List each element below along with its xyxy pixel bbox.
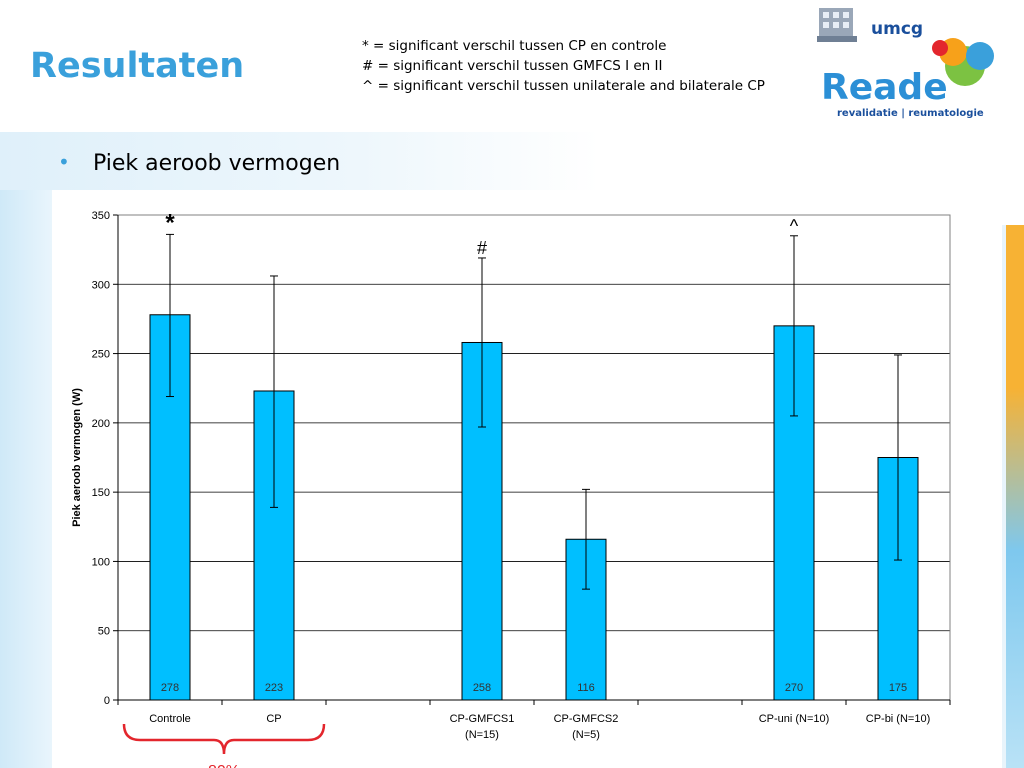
data-label: 258 xyxy=(473,682,491,694)
category-label: (N=15) xyxy=(465,729,499,741)
brace-bracket xyxy=(122,723,326,755)
significance-legend: * = significant verschil tussen CP en co… xyxy=(362,36,765,96)
y-tick-label: 200 xyxy=(92,418,110,430)
y-tick-label: 350 xyxy=(92,210,110,222)
significance-annotation: # xyxy=(477,238,487,258)
y-axis-title: Piek aeroob vermogen (W) xyxy=(71,388,83,527)
y-tick-label: 100 xyxy=(92,556,110,568)
y-tick-label: 300 xyxy=(92,279,110,291)
right-decoration-inner xyxy=(1002,225,1006,768)
page-title: Resultaten xyxy=(30,46,245,86)
y-tick-label: 0 xyxy=(104,695,110,707)
significance-annotation: ^ xyxy=(790,216,799,236)
category-label: (N=5) xyxy=(572,729,600,741)
significance-annotation: * xyxy=(165,209,175,236)
data-label: 116 xyxy=(577,682,595,694)
logo-reade-text: Reade xyxy=(821,67,948,108)
category-label: CP-uni (N=10) xyxy=(759,713,830,725)
legend-note: ^ = significant verschil tussen unilater… xyxy=(362,78,765,94)
header-band xyxy=(0,132,600,190)
category-label: CP-GMFCS2 xyxy=(554,713,619,725)
data-label: 270 xyxy=(785,682,803,694)
category-label: CP xyxy=(266,713,281,725)
bar xyxy=(149,314,191,701)
left-decoration xyxy=(0,190,52,768)
category-label: CP-GMFCS1 xyxy=(450,713,515,725)
logo-umcg-text: umcg xyxy=(871,19,923,39)
y-tick-label: 150 xyxy=(92,487,110,499)
data-label: 175 xyxy=(889,682,907,694)
right-decoration xyxy=(1006,225,1024,768)
bullet-text: Piek aeroob vermogen xyxy=(93,151,341,176)
logo: umcg Reade revalidatie | reumatologie xyxy=(817,8,994,119)
bar-chart: 0 50 100 150 200 250 300 350 278 Controle 223 CP 258… xyxy=(52,190,1002,768)
y-tick-label: 250 xyxy=(92,349,110,361)
legend-note: * = significant verschil tussen CP en co… xyxy=(362,38,667,54)
data-label: 278 xyxy=(161,682,179,694)
logo-sub-text: revalidatie | reumatologie xyxy=(837,108,984,119)
y-tick-label: 50 xyxy=(98,626,110,638)
category-label: CP-bi (N=10) xyxy=(866,713,931,725)
legend-note: # = significant verschil tussen GMFCS I … xyxy=(362,58,663,74)
category-label: Controle xyxy=(149,713,191,725)
bullet-icon: • xyxy=(58,150,70,174)
reade-color-mark-icon xyxy=(932,38,994,86)
umcg-building-icon xyxy=(817,8,857,42)
data-label: 223 xyxy=(265,682,283,694)
brace-label: 80% xyxy=(208,763,240,768)
